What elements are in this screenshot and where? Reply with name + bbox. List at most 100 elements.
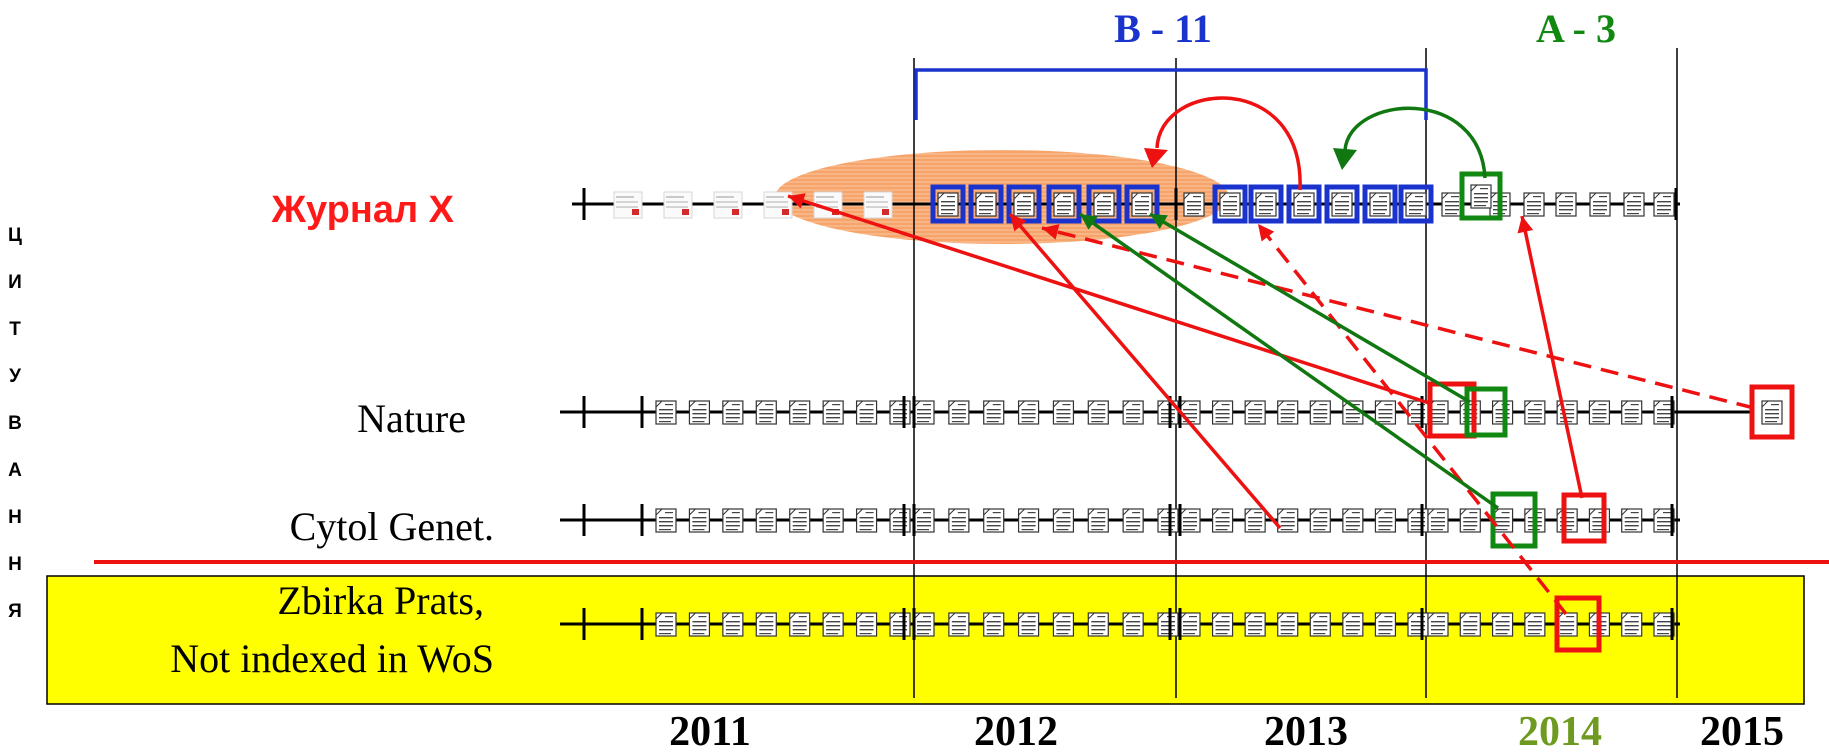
document-icon [948, 400, 970, 425]
document-icon [913, 508, 935, 533]
document-icon [937, 192, 959, 217]
document-icon [1459, 508, 1481, 533]
row-label-zbirka-line1: Zbirka Prats, [277, 578, 484, 623]
document-icon [1244, 508, 1266, 533]
vertical-label-citations: Ц И Т У В А Н Н Я [2, 212, 28, 635]
document-icon [1761, 400, 1783, 425]
document-icon [1093, 192, 1115, 217]
citation-arrow-solid-red [1008, 212, 1282, 530]
document-icon [1131, 192, 1153, 217]
document-icon [983, 400, 1005, 425]
document-icon [1491, 612, 1514, 637]
document-icon [1405, 192, 1427, 217]
document-icon [822, 612, 844, 637]
document-icon [789, 508, 811, 533]
document-icon [1623, 192, 1645, 217]
document-icon [1219, 192, 1241, 217]
timeline-zbirka-prats [560, 595, 1680, 653]
b-window-doc-box [1086, 184, 1122, 224]
document-icon [913, 612, 935, 637]
vertical-letter: Т [9, 319, 21, 340]
vertical-letter: Я [8, 601, 22, 622]
citing-doc-box [1427, 381, 1477, 439]
document-icon [983, 612, 1005, 637]
document-icon [889, 508, 911, 533]
document-icon [722, 400, 744, 425]
b-window-doc-box [1286, 184, 1322, 224]
document-icon [1157, 508, 1179, 533]
document-icon [1470, 184, 1492, 209]
document-icon [855, 612, 878, 637]
row-timelines [560, 171, 1795, 653]
vertical-letter: И [8, 272, 22, 293]
document-icon [1244, 612, 1266, 637]
document-icon [1017, 612, 1040, 637]
timeline-cytol-genet [560, 491, 1680, 549]
document-icon [1588, 400, 1611, 425]
year-label-2012: 2012 [974, 709, 1058, 752]
document-icon [1459, 400, 1481, 425]
document-icon [948, 508, 970, 533]
document-icon [789, 400, 811, 425]
citation-arrow-green-head [1080, 214, 1098, 230]
document-icon [1017, 508, 1040, 533]
document-icon [1183, 192, 1205, 217]
row-label-nature: Nature [357, 396, 466, 441]
citing-doc-box [1561, 492, 1607, 544]
document-icon [1122, 508, 1144, 533]
b-window-doc-box [1324, 184, 1360, 224]
document-icon [1369, 192, 1391, 217]
document-icon [1013, 192, 1035, 217]
citation-arrow-dashed-red-head [1258, 224, 1275, 242]
document-icon [1342, 508, 1364, 533]
document-icon [1524, 400, 1546, 425]
curved-arrow-red-head [1144, 148, 1168, 168]
document-icon [855, 400, 878, 425]
document-icon [1491, 508, 1514, 533]
year-label-2015: 2015 [1700, 709, 1784, 752]
document-icon [722, 612, 744, 637]
document-icon [1157, 612, 1179, 637]
document-icon [913, 400, 935, 425]
b-window-bracket [914, 68, 1428, 120]
a-window-label: A - 3 [1536, 6, 1616, 51]
document-icon [1589, 192, 1611, 217]
document-icon [1555, 192, 1577, 217]
document-icon [1407, 508, 1429, 533]
document-icon [1309, 400, 1331, 425]
document-icon [1179, 508, 1201, 533]
document-icon [688, 400, 711, 425]
citing-doc-box [1554, 595, 1602, 653]
document-icon [789, 612, 811, 637]
b-window-doc-box [1248, 184, 1284, 224]
document-icon [655, 612, 677, 637]
b-window-doc-box [1212, 184, 1248, 224]
document-icon [1211, 400, 1234, 425]
document-icon [822, 400, 844, 425]
document-icon [983, 508, 1005, 533]
document-icon [1211, 612, 1234, 637]
citation-arrow-dashed-red-head [1042, 224, 1060, 240]
document-icon [1309, 612, 1331, 637]
document-icon [755, 612, 777, 637]
document-icon [1087, 508, 1109, 533]
document-icon [688, 508, 711, 533]
document-icon [1374, 400, 1397, 425]
citation-arrow-solid-red-head [788, 193, 806, 209]
document-icon [1459, 612, 1481, 637]
document-icon [1524, 612, 1546, 637]
document-icon [1277, 508, 1299, 533]
document-icon [1407, 400, 1429, 425]
document-icon [948, 612, 970, 637]
journal-preview-icon [863, 191, 893, 219]
document-icon [1052, 400, 1075, 425]
document-icon [1255, 192, 1277, 217]
document-icon [1407, 612, 1429, 637]
document-icon [1017, 400, 1040, 425]
vertical-letter: Ц [8, 225, 22, 246]
document-icon [1427, 612, 1449, 637]
citation-arrow-solid-red-head [1010, 214, 1027, 232]
document-icon [1342, 612, 1364, 637]
b-window-doc-box [1124, 184, 1160, 224]
timeline-nature [560, 381, 1795, 440]
